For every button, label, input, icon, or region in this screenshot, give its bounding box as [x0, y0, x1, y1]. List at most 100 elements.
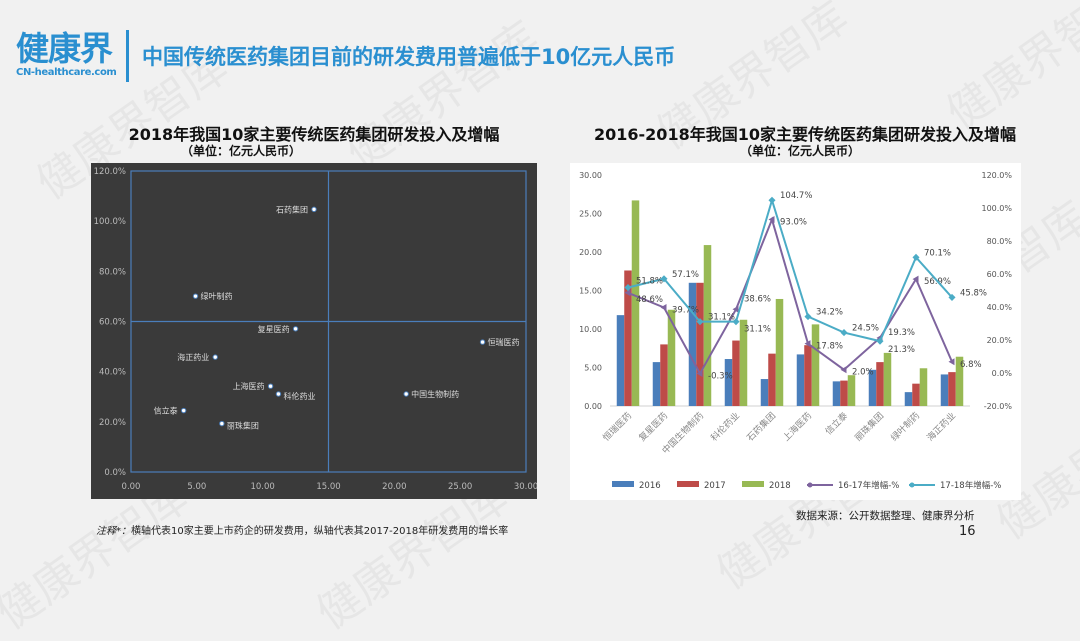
bar-2018	[631, 200, 640, 406]
line-marker	[660, 275, 668, 283]
data-label: 海正药业	[177, 352, 209, 362]
y-tick-label: 20.0%	[99, 418, 126, 428]
bar-2017	[804, 345, 812, 406]
bar-2016	[796, 354, 805, 406]
right-chart-subtitle: （单位：亿元人民币）	[739, 144, 860, 158]
category-label: 信立泰	[823, 410, 851, 438]
line-marker	[876, 337, 884, 345]
y2-tick-label: -20.0%	[984, 402, 1013, 411]
category-label: 绿叶制药	[888, 410, 922, 444]
data-point	[192, 293, 199, 299]
x-tick-label: 20.00	[382, 482, 406, 492]
line-marker	[804, 340, 811, 348]
data-label: 2.0%	[852, 368, 874, 378]
y-tick-label: 15.00	[579, 287, 602, 296]
data-point	[292, 326, 299, 332]
data-label: 31.1%	[708, 313, 735, 323]
page-number: 16	[959, 524, 976, 539]
y-tick-label: 120.0%	[94, 167, 126, 177]
line-marker	[768, 216, 775, 224]
legend-swatch	[612, 481, 634, 487]
bar-2018	[811, 324, 820, 406]
data-point	[275, 391, 282, 397]
category-label: 科伦药业	[708, 410, 742, 444]
y-tick-label: 25.00	[579, 210, 602, 219]
bar-2016	[940, 374, 949, 406]
data-label: 70.1%	[924, 248, 951, 258]
bar-2016	[868, 369, 877, 406]
x-tick-label: 30.00	[514, 482, 537, 492]
data-label: 39.7%	[672, 305, 699, 315]
data-label: 45.8%	[960, 288, 987, 298]
line-marker	[948, 293, 956, 301]
category-label: 海正药业	[924, 410, 958, 444]
y-tick-label: 10.00	[579, 325, 602, 334]
bar-2018	[847, 375, 856, 406]
y2-tick-label: 0.0%	[992, 369, 1013, 378]
legend-marker	[909, 482, 915, 488]
left-chart-subtitle: （单位：亿元人民币）	[180, 144, 301, 158]
legend-marker	[807, 482, 813, 488]
line-marker	[624, 283, 632, 292]
data-point	[212, 354, 218, 360]
data-label: 丽珠集团	[227, 421, 259, 431]
bar-2017	[876, 362, 884, 406]
data-point	[267, 383, 274, 389]
line-marker	[948, 358, 955, 366]
y-tick-label: 20.00	[579, 248, 602, 257]
legend-label: 2018	[769, 481, 791, 491]
line-16-17年增幅-%	[627, 216, 953, 376]
line-marker	[840, 329, 848, 337]
y2-tick-label: 60.0%	[987, 270, 1013, 279]
logo-en: CN-healthcare.com	[16, 67, 117, 78]
footnote-prefix: 注释*：	[96, 526, 131, 537]
y-tick-label: 40.0%	[99, 368, 126, 378]
data-label: 石药集团	[276, 204, 308, 214]
data-label: 21.3%	[888, 345, 915, 355]
legend-swatch	[677, 481, 699, 487]
data-label: 19.3%	[888, 328, 915, 338]
bar-2016	[652, 362, 661, 406]
y-tick-label: 100.0%	[94, 217, 126, 227]
legend-label: 2017	[704, 481, 726, 491]
category-label: 丽珠集团	[852, 410, 886, 444]
bar-2016	[832, 381, 841, 406]
data-label: 31.1%	[744, 325, 771, 335]
line-marker	[696, 318, 704, 326]
bar-2016	[904, 392, 913, 406]
data-label: 复星医药	[258, 324, 290, 334]
x-tick-label: 5.00	[187, 482, 206, 492]
y2-tick-label: 80.0%	[987, 237, 1013, 246]
y-tick-label: 60.0%	[99, 318, 126, 328]
data-label: 24.5%	[852, 324, 879, 334]
scatter-chart-panel: 0.00 5.00 10.00 15.00 20.00 25.00 30.00 0.0% 20.…	[91, 163, 538, 499]
category-label: 上海医药	[780, 410, 814, 444]
data-label: 57.1%	[672, 270, 699, 280]
data-label: 科伦药业	[283, 391, 315, 401]
data-point	[219, 420, 225, 427]
category-label: 石药集团	[744, 410, 778, 444]
page-title: 中国传统医药集团目前的研发费用普遍低于10亿元人民币	[142, 45, 676, 69]
right-chart-title: 2016-2018年我国10家主要传统医药集团研发投入及增幅	[594, 125, 1016, 144]
bar-2017	[768, 353, 776, 406]
data-label: 34.2%	[816, 308, 843, 318]
y-tick-label: 80.0%	[99, 267, 126, 277]
x-tick-label: 10.00	[250, 482, 274, 492]
bar-2018	[667, 309, 676, 406]
data-label: 104.7%	[780, 191, 812, 201]
data-label: 恒瑞医药	[488, 337, 520, 347]
bar-2017	[732, 340, 740, 406]
bar-2016	[688, 282, 697, 406]
y2-tick-label: 40.0%	[987, 303, 1013, 312]
line-marker	[732, 305, 739, 313]
line-marker	[840, 366, 847, 374]
line-marker	[804, 313, 812, 321]
data-label: 48.6%	[636, 295, 663, 305]
header-divider	[126, 30, 129, 82]
data-label: 中国生物制药	[411, 389, 459, 399]
category-label: 恒瑞医药	[600, 410, 634, 444]
y-tick-label: 0.00	[584, 402, 602, 411]
line-marker	[732, 318, 740, 326]
y2-tick-label: 100.0%	[981, 204, 1012, 213]
legend-label: 2016	[639, 481, 661, 491]
